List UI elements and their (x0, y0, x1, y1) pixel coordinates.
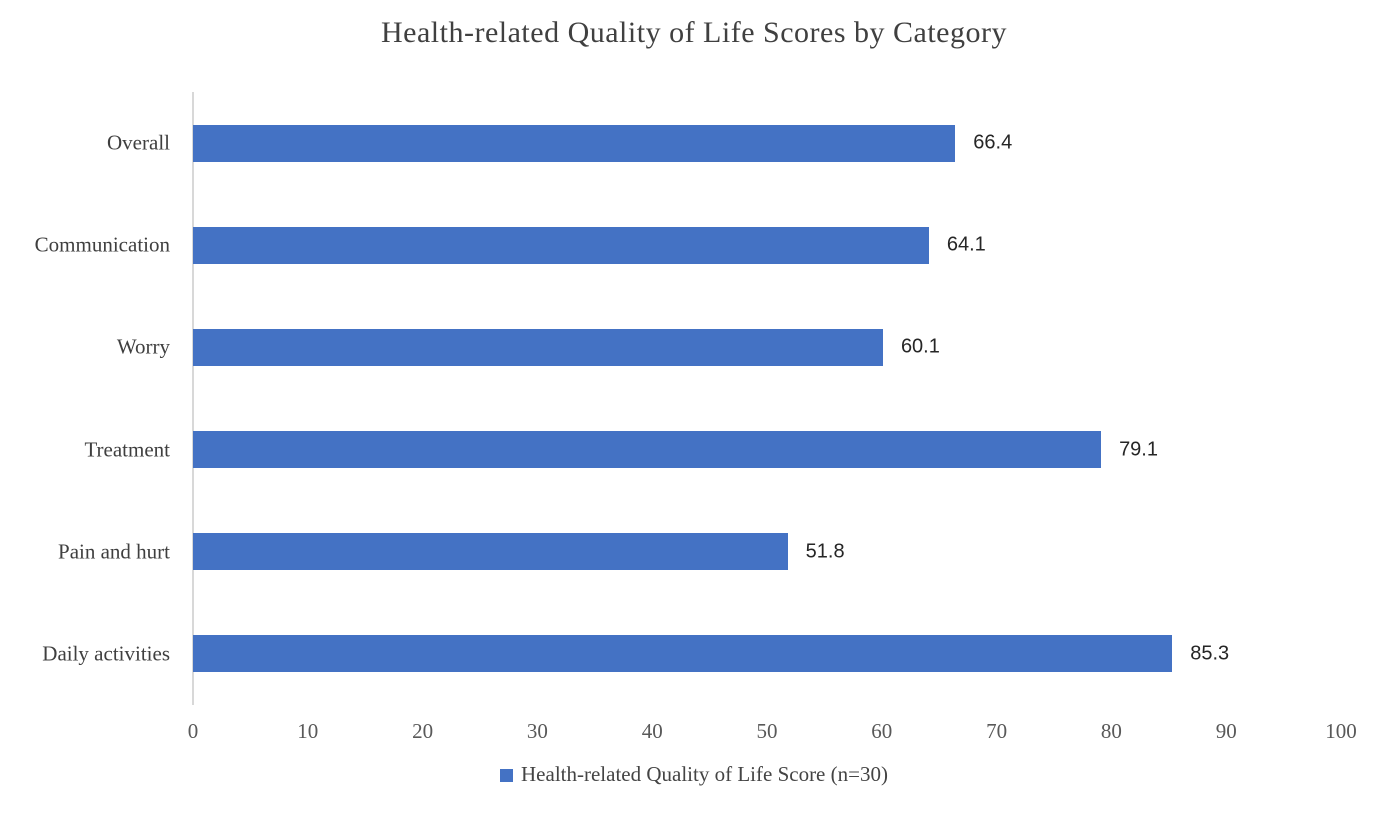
bar (193, 226, 929, 264)
x-axis-tick-label: 50 (756, 719, 778, 743)
value-label: 51.8 (805, 540, 845, 563)
value-label: 85.3 (1190, 642, 1230, 665)
bar (193, 124, 956, 162)
category-label: Overall (107, 130, 170, 155)
x-axis-tick-label: 60 (871, 719, 893, 743)
chart-title: Health-related Quality of Life Scores by… (381, 16, 1007, 49)
x-axis-tick-label: 80 (1100, 719, 1122, 743)
bar (193, 431, 1102, 469)
legend-label: Health-related Quality of Life Score (n=… (521, 762, 888, 786)
x-axis-tick-label: 30 (526, 719, 548, 743)
x-axis-tick-label: 100 (1325, 719, 1357, 743)
category-label: Communication (34, 232, 170, 257)
x-axis-tick-label: 0 (187, 719, 199, 743)
x-axis-tick-label: 40 (641, 719, 663, 743)
x-axis-tick-label: 20 (412, 719, 434, 743)
category-label: Pain and hurt (58, 539, 170, 564)
value-label: 79.1 (1119, 438, 1158, 461)
bar (193, 533, 788, 571)
value-label: 64.1 (946, 233, 986, 256)
bar (193, 635, 1173, 673)
x-axis-tick-label: 10 (297, 719, 319, 743)
value-label: 60.1 (900, 335, 940, 358)
x-axis-tick-label: 70 (986, 719, 1008, 743)
value-label: 66.4 (973, 131, 1013, 154)
category-label: Treatment (84, 437, 170, 462)
category-label: Worry (116, 334, 170, 359)
bar (193, 328, 883, 366)
x-axis-tick-label: 90 (1215, 719, 1237, 743)
legend: Health-related Quality of Life Score (n=… (0, 762, 1388, 787)
y-axis-line (192, 92, 194, 705)
legend-swatch-icon (500, 769, 514, 782)
category-label: Daily activities (42, 641, 170, 666)
